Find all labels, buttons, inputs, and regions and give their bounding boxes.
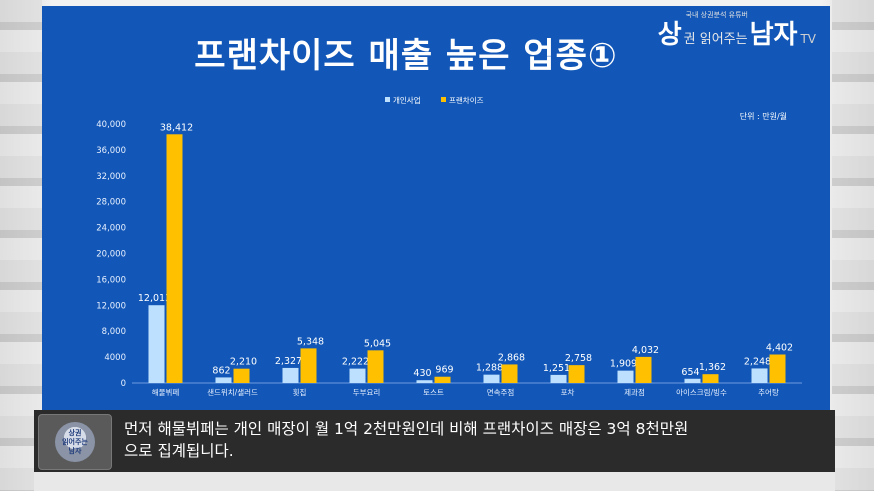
channel-avatar: 상권 읽어주는 남자 [38, 414, 112, 470]
bar-franchise [166, 134, 183, 383]
y-tick-label: 36,000 [96, 146, 126, 156]
y-tick-label: 16,000 [96, 275, 126, 285]
bar-franchise [434, 376, 451, 383]
channel-logo-part3: 남자 [749, 20, 798, 50]
x-tick-label: 두부요리 [353, 388, 381, 397]
bar-franchise [501, 364, 518, 383]
channel-logo-part2: 권 읽어주는 [683, 32, 748, 47]
data-label: 12,013 [138, 293, 171, 304]
data-label: 38,412 [160, 122, 193, 133]
channel-logo: 상 권 읽어주는 남자 TV [658, 14, 816, 51]
bar-individual [684, 378, 701, 383]
data-label: 862 [212, 365, 230, 376]
x-tick-label: 횟집 [293, 387, 307, 397]
subtitle-bar: 상권 읽어주는 남자 먼저 해물뷔페는 개인 매장이 월 1억 2천만원인데 비… [34, 410, 835, 472]
data-label: 5,348 [297, 336, 324, 347]
bar-individual [416, 380, 433, 383]
avatar-text-3: 남자 [68, 446, 82, 455]
subtitle-line-2: 으로 집계됩니다. [124, 442, 234, 460]
y-tick-label: 20,000 [96, 250, 126, 260]
data-label: 2,248 [744, 356, 771, 367]
chart-legend: 개인사업 프랜차이즈 [385, 95, 484, 105]
data-label: 969 [435, 365, 453, 376]
subtitle-line-1: 먼저 해물뷔페는 개인 매장이 월 1억 2천만원인데 비해 프랜차이즈 매장은… [124, 420, 689, 438]
y-axis: 0 4000 8,000 12,000 16,000 20,000 24,000 28,000… [96, 120, 802, 389]
x-tick-label: 샌드위치/샐러드 [207, 388, 258, 397]
y-tick-label: 4000 [104, 353, 126, 363]
data-label: 2,222 [342, 357, 369, 368]
bar-individual [617, 370, 634, 383]
data-label: 2,327 [275, 356, 302, 367]
channel-logo-part1: 상 [657, 20, 682, 50]
x-tick-label: 아이스크림/빙수 [676, 387, 727, 397]
data-label: 1,251 [543, 363, 570, 374]
data-label: 1,362 [699, 362, 726, 373]
data-label: 1,909 [610, 359, 637, 370]
bar-individual [349, 368, 366, 383]
frame-bottom [34, 472, 835, 491]
bar-individual [483, 374, 500, 383]
data-label: 430 [413, 368, 431, 379]
bar-franchise [702, 374, 719, 383]
y-tick-label: 32,000 [96, 172, 126, 182]
avatar-icon: 상권 읽어주는 남자 [55, 422, 95, 462]
bar-franchise [233, 368, 250, 383]
avatar-text-2: 읽어주는 [62, 437, 88, 446]
slide-title: 프랜차이즈 매출 높은 업종① [194, 36, 618, 76]
x-tick-label: 추어탕 [758, 387, 779, 397]
x-tick-label: 제과점 [624, 387, 645, 397]
blurred-background-left [0, 0, 42, 491]
bar-individual [148, 305, 165, 383]
legend-swatch [441, 97, 446, 102]
data-label: 2,868 [498, 352, 525, 363]
x-axis-labels: 해물뷔페 샌드위치/샐러드 횟집 두부요리 토스트 면속주점 포차 제과점 아이스크림/빙수 추어… [152, 387, 779, 397]
legend-label: 프랜차이즈 [449, 95, 484, 105]
data-label: 654 [681, 367, 699, 378]
bar-chart: 0 4000 8,000 12,000 16,000 20,000 24,000 28,000… [96, 95, 802, 397]
blurred-background-right [832, 0, 874, 491]
channel-logo-part4: TV [800, 32, 816, 46]
x-tick-label: 해물뷔페 [152, 387, 180, 397]
bar-franchise [300, 348, 317, 383]
data-label: 2,758 [565, 353, 592, 364]
bar-franchise [635, 356, 652, 383]
bar-franchise [367, 350, 384, 383]
y-tick-label: 0 [121, 379, 126, 389]
bar-individual [215, 377, 232, 383]
legend-swatch [385, 97, 390, 102]
y-tick-label: 12,000 [96, 301, 126, 311]
subtitle-text: 먼저 해물뷔페는 개인 매장이 월 1억 2천만원인데 비해 프랜차이즈 매장은… [124, 418, 829, 462]
x-tick-label: 면속주점 [487, 387, 515, 397]
y-tick-label: 24,000 [96, 224, 126, 234]
bar-individual [751, 368, 768, 383]
bar-individual [550, 374, 567, 383]
x-tick-label: 토스트 [423, 388, 444, 397]
unit-label: 단위 : 만원/월 [740, 111, 787, 121]
bar-franchise [568, 365, 585, 383]
y-tick-label: 8,000 [102, 327, 126, 337]
data-label: 1,288 [476, 363, 503, 374]
data-label: 2,210 [230, 357, 257, 368]
bar-individual [282, 367, 299, 383]
x-tick-label: 포차 [561, 388, 575, 397]
y-tick-label: 28,000 [96, 198, 126, 208]
data-label: 4,402 [766, 342, 793, 353]
data-label: 5,045 [364, 338, 391, 349]
y-tick-label: 40,000 [96, 120, 126, 130]
data-label: 4,032 [632, 345, 659, 356]
bar-franchise [769, 354, 786, 383]
brand-tagline: 국내 상권분석 유튜버 [685, 11, 748, 19]
legend-label: 개인사업 [393, 95, 421, 105]
avatar-text-1: 상권 [68, 428, 82, 437]
